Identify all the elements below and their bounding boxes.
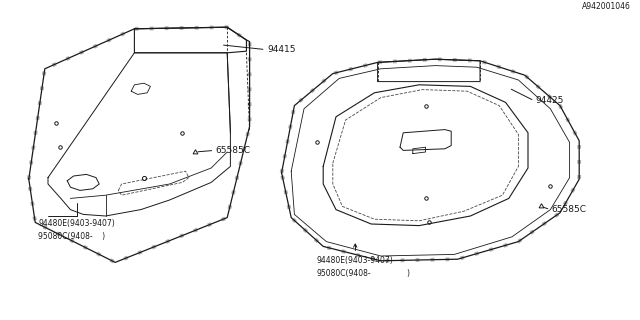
Text: 65585C: 65585C [216, 146, 251, 155]
Text: 94425: 94425 [536, 96, 564, 105]
Text: 94415: 94415 [267, 45, 296, 54]
Text: 94480E(9403-9407): 94480E(9403-9407) [38, 219, 115, 228]
Text: 95080C(9408-: 95080C(9408- [317, 269, 371, 278]
Text: A942001046: A942001046 [582, 2, 630, 11]
Text: ): ) [406, 269, 410, 278]
Text: 94480E(9403-9407): 94480E(9403-9407) [317, 256, 394, 265]
Text: 95080C(9408-    ): 95080C(9408- ) [38, 232, 106, 241]
Text: 65585C: 65585C [552, 205, 587, 214]
